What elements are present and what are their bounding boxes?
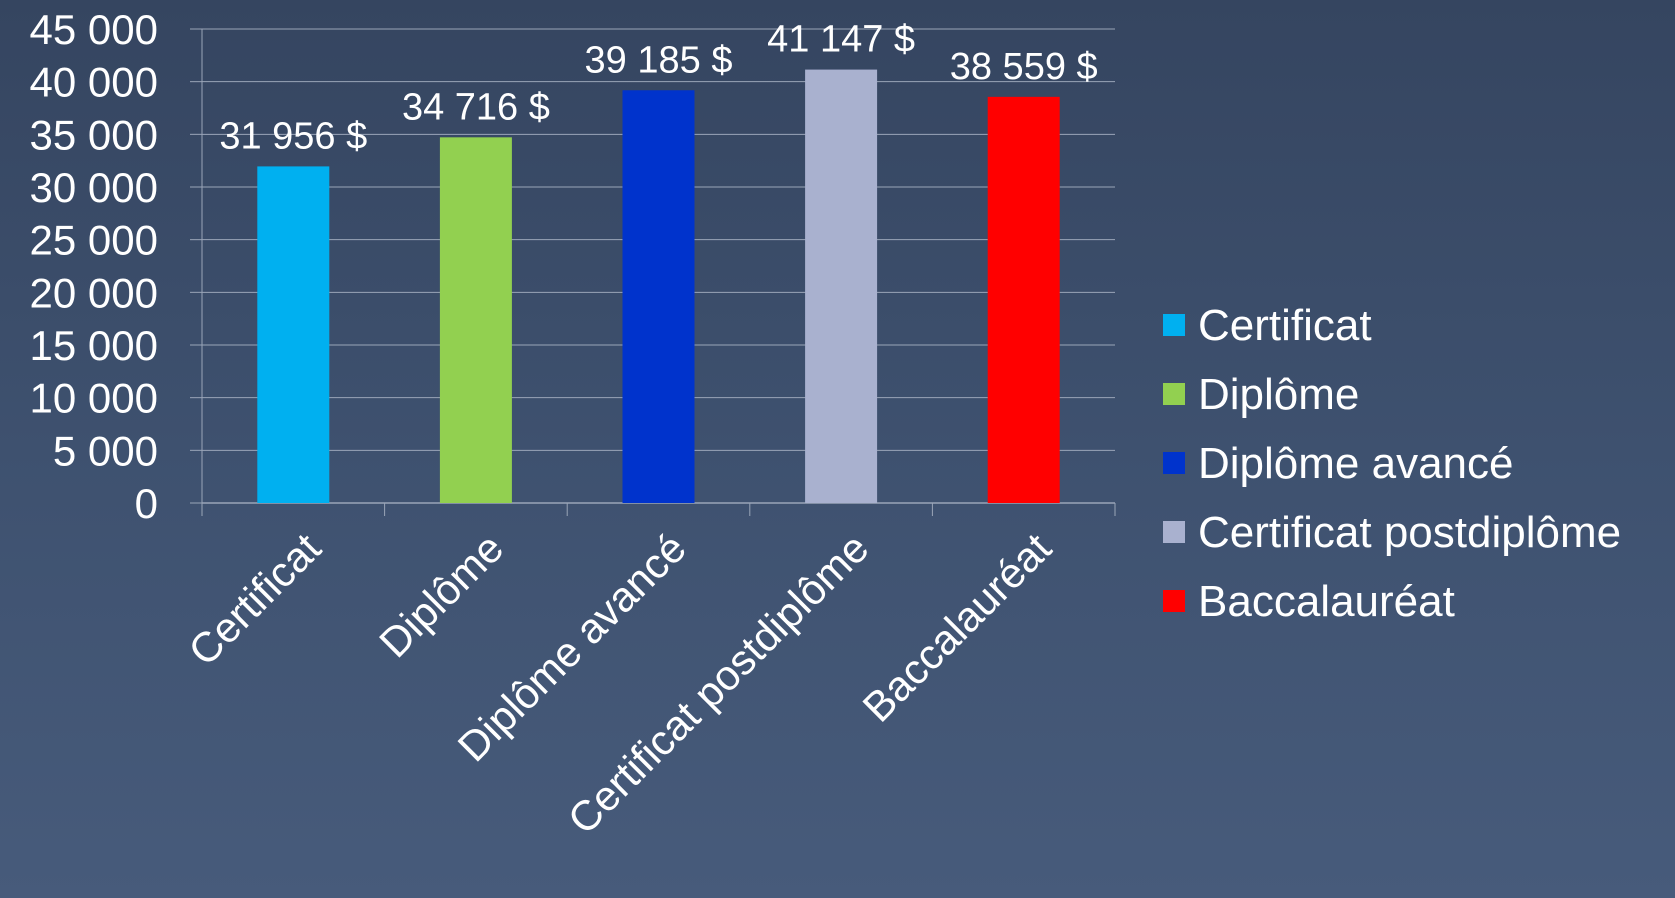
category-label: Diplôme [370,524,512,666]
legend-label: Certificat postdiplôme [1198,508,1621,557]
y-tick-label: 40 000 [30,59,158,106]
y-tick-label: 20 000 [30,269,158,316]
data-labels: 31 956 $ 34 716 $ 39 185 $ 41 147 $ 38 559 $ [219,19,1097,158]
category-label: Certificat postdiplôme [559,524,878,843]
legend-swatch [1163,383,1185,405]
bar [805,69,878,503]
bar [439,137,512,503]
legend-swatch [1163,521,1185,543]
legend-label: Diplôme [1198,370,1359,419]
y-tick-label: 10 000 [30,375,158,422]
y-tick-label: 45 000 [30,6,158,53]
legend-label: Baccalauréat [1198,577,1455,626]
data-label: 39 185 $ [585,39,733,81]
legend-swatch [1163,590,1185,612]
y-tick-label: 5 000 [53,427,158,474]
bar [257,166,330,504]
legend-swatch [1163,452,1185,474]
bars [257,69,1060,504]
y-tick-label: 35 000 [30,111,158,158]
y-tick-label: 0 [135,480,158,527]
category-label: Baccalauréat [853,524,1060,731]
bar [987,96,1060,503]
y-tick-label: 25 000 [30,217,158,264]
data-label: 41 147 $ [767,19,915,61]
y-tick-label: 30 000 [30,164,158,211]
legend-swatch [1163,314,1185,336]
x-axis [201,502,1116,516]
bar [622,90,695,503]
legend-label: Certificat [1198,301,1372,350]
data-label: 34 716 $ [402,86,550,128]
legend-label: Diplôme avancé [1198,439,1514,488]
y-axis: 0 5 000 10 000 15 000 20 000 25 000 30 000 35 0… [30,6,203,527]
category-label: Certificat [179,524,330,675]
legend: Certificat Diplôme Diplôme avancé Certifica… [1163,301,1621,626]
data-label: 38 559 $ [950,46,1098,88]
data-label: 31 956 $ [219,115,367,157]
y-tick-label: 15 000 [30,322,158,369]
